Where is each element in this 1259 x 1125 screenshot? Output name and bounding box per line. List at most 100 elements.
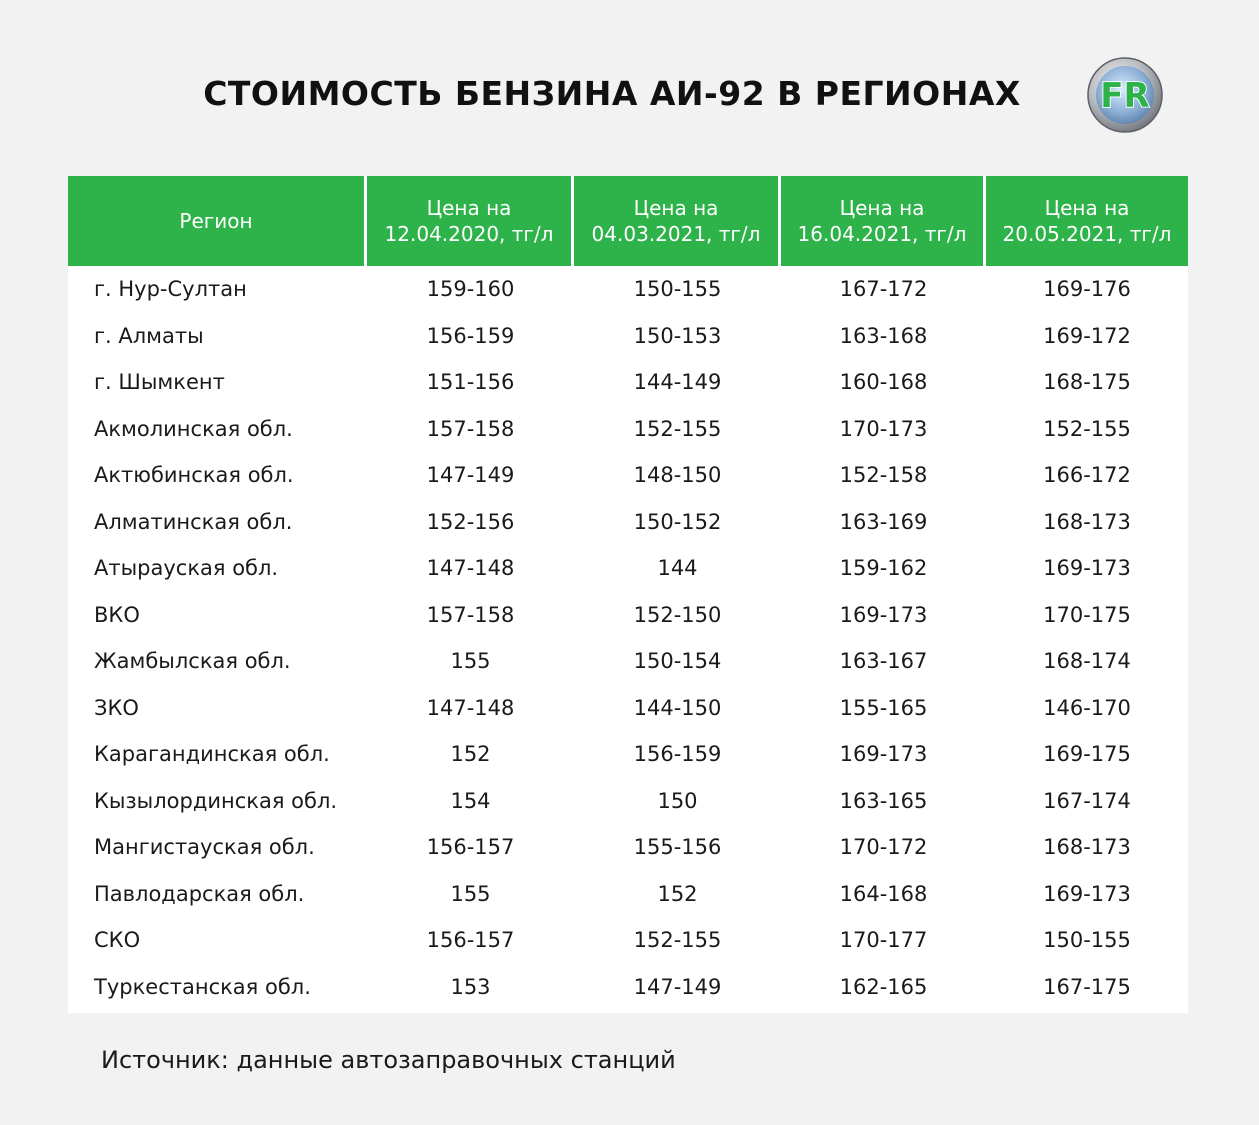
price-cell-20-05-2021: 170-175 [1043,602,1131,627]
header-price-12-04-2020: Цена на 12.04.2020, тг/л [367,176,574,266]
price-cell-12-04-2020: 151-156 [426,370,515,395]
price-cell-12-04-2020: 147-148 [426,695,515,720]
table-row: Алматинская обл. 152-156 150-152 163-169 168… [68,499,1188,546]
header-label: Цена на 04.03.2021, тг/л [591,196,761,246]
header-label: Цена на 16.04.2021, тг/л [797,196,967,246]
region-cell: Алматинская обл. [94,509,293,534]
table-row: Акмолинская обл. 157-158 152-155 170-173 152… [68,406,1188,453]
price-cell-16-04-2021: 152-158 [839,463,928,488]
table-row: ВКО 157-158 152-150 169-173 170-175 [68,592,1188,639]
price-cell-16-04-2021: 159-162 [839,556,928,581]
price-cell-12-04-2020: 153 [450,974,491,999]
price-cell-12-04-2020: 159-160 [426,277,515,302]
region-cell: Акмолинская обл. [94,416,293,441]
region-cell: Кызылординская обл. [94,788,338,813]
region-cell: Карагандинская обл. [94,742,330,767]
header-label: Регион [179,209,253,233]
price-cell-16-04-2021: 155-165 [839,695,928,720]
price-cell-16-04-2021: 163-168 [839,323,928,348]
price-cell-04-03-2021: 144 [657,556,698,581]
price-cell-04-03-2021: 150-155 [633,277,722,302]
table-header-row: Регион Цена на 12.04.2020, тг/л Цена на … [68,176,1188,266]
price-cell-04-03-2021: 155-156 [633,835,722,860]
region-cell: Мангистауская обл. [94,835,315,860]
price-cell-12-04-2020: 157-158 [426,416,515,441]
price-cell-04-03-2021: 148-150 [633,463,722,488]
table-row: Карагандинская обл. 152 156-159 169-173 169-… [68,731,1188,778]
price-cell-04-03-2021: 150-152 [633,509,722,534]
table-row: г. Алматы 156-159 150-153 163-168 169-172 [68,313,1188,360]
price-cell-20-05-2021: 169-172 [1043,323,1131,348]
price-cell-16-04-2021: 164-168 [839,881,928,906]
price-cell-12-04-2020: 157-158 [426,602,515,627]
header-label: Цена на 12.04.2020, тг/л [384,196,554,246]
region-cell: г. Шымкент [94,370,225,395]
price-cell-16-04-2021: 160-168 [839,370,928,395]
table-row: г. Нур-Султан 159-160 150-155 167-172 169-17… [68,266,1188,313]
header-region: Регион [68,176,367,266]
price-cell-16-04-2021: 163-167 [839,649,928,674]
region-cell: г. Алматы [94,323,204,348]
price-cell-16-04-2021: 170-173 [839,416,928,441]
region-cell: Актюбинская обл. [94,463,294,488]
price-table: Регион Цена на 12.04.2020, тг/л Цена на … [68,176,1188,1010]
price-cell-20-05-2021: 167-175 [1043,974,1131,999]
header-price-04-03-2021: Цена на 04.03.2021, тг/л [574,176,781,266]
table-row: Мангистауская обл. 156-157 155-156 170-172 1… [68,824,1188,871]
price-cell-20-05-2021: 169-176 [1043,277,1131,302]
price-cell-16-04-2021: 170-177 [839,928,928,953]
price-cell-16-04-2021: 162-165 [839,974,928,999]
price-cell-04-03-2021: 152 [657,881,698,906]
price-cell-20-05-2021: 166-172 [1043,463,1131,488]
price-cell-20-05-2021: 169-175 [1043,742,1131,767]
svg-text:FR: FR [1100,76,1149,116]
price-cell-04-03-2021: 152-155 [633,416,722,441]
price-cell-04-03-2021: 144-150 [633,695,722,720]
price-cell-20-05-2021: 168-174 [1043,649,1131,674]
price-cell-16-04-2021: 169-173 [839,742,928,767]
price-cell-16-04-2021: 167-172 [839,277,928,302]
price-cell-12-04-2020: 152 [450,742,491,767]
price-cell-12-04-2020: 156-159 [426,323,515,348]
region-cell: ВКО [94,602,140,627]
price-cell-12-04-2020: 147-148 [426,556,515,581]
price-cell-16-04-2021: 163-169 [839,509,928,534]
table-row: г. Шымкент 151-156 144-149 160-168 168-175 [68,359,1188,406]
price-cell-04-03-2021: 150 [657,788,698,813]
region-cell: СКО [94,928,141,953]
price-cell-12-04-2020: 152-156 [426,509,515,534]
price-cell-12-04-2020: 155 [450,649,491,674]
price-cell-04-03-2021: 156-159 [633,742,722,767]
price-cell-04-03-2021: 150-154 [633,649,722,674]
price-cell-12-04-2020: 156-157 [426,835,515,860]
price-cell-04-03-2021: 147-149 [633,974,722,999]
region-cell: г. Нур-Султан [94,277,247,302]
price-cell-20-05-2021: 152-155 [1043,416,1131,441]
price-cell-20-05-2021: 169-173 [1043,556,1131,581]
source-note: Источник: данные автозаправочных станций [101,1046,676,1074]
price-cell-04-03-2021: 144-149 [633,370,722,395]
header-price-20-05-2021: Цена на 20.05.2021, тг/л [986,176,1188,266]
region-cell: Атырауская обл. [94,556,279,581]
price-cell-12-04-2020: 147-149 [426,463,515,488]
header-price-16-04-2021: Цена на 16.04.2021, тг/л [781,176,986,266]
price-table-card: Регион Цена на 12.04.2020, тг/л Цена на … [68,176,1188,1013]
price-cell-16-04-2021: 163-165 [839,788,928,813]
page-title: СТОИМОСТЬ БЕНЗИНА АИ-92 В РЕГИОНАХ [203,74,1021,113]
region-cell: Павлодарская обл. [94,881,305,906]
price-cell-20-05-2021: 169-173 [1043,881,1131,906]
price-cell-16-04-2021: 170-172 [839,835,928,860]
price-cell-20-05-2021: 150-155 [1043,928,1131,953]
table-row: Актюбинская обл. 147-149 148-150 152-158 166… [68,452,1188,499]
table-row: Туркестанская обл. 153 147-149 162-165 167-1… [68,964,1188,1011]
fr-logo-icon: FR [1086,56,1164,134]
price-cell-20-05-2021: 168-175 [1043,370,1131,395]
header-label: Цена на 20.05.2021, тг/л [1002,196,1172,246]
price-cell-12-04-2020: 154 [450,788,491,813]
table-row: Павлодарская обл. 155 152 164-168 169-173 [68,871,1188,918]
table-row: Кызылординская обл. 154 150 163-165 167-174 [68,778,1188,825]
region-cell: Жамбылская обл. [94,649,291,674]
table-row: ЗКО 147-148 144-150 155-165 146-170 [68,685,1188,732]
price-cell-04-03-2021: 152-155 [633,928,722,953]
price-cell-20-05-2021: 167-174 [1043,788,1131,813]
